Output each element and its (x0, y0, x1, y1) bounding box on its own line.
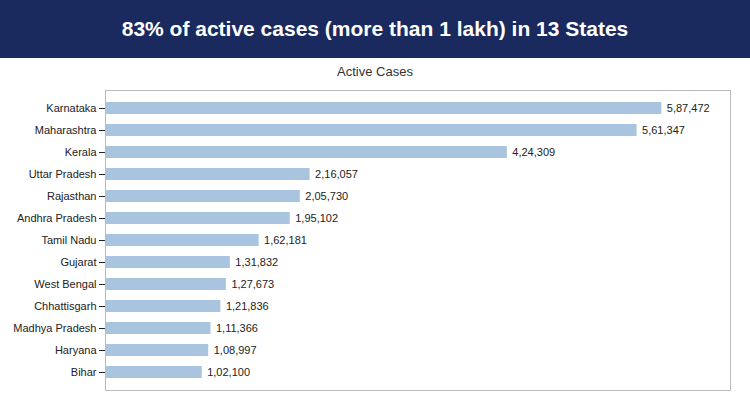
svg-text:Gujarat: Gujarat (60, 256, 96, 268)
svg-text:4,24,309: 4,24,309 (512, 146, 555, 158)
svg-text:5,87,472: 5,87,472 (667, 102, 710, 114)
svg-text:1,27,673: 1,27,673 (231, 278, 274, 290)
svg-text:Bihar: Bihar (71, 366, 97, 378)
svg-text:1,95,102: 1,95,102 (295, 212, 338, 224)
svg-text:West Bengal: West Bengal (34, 278, 96, 290)
svg-text:1,21,836: 1,21,836 (226, 300, 269, 312)
svg-text:1,62,181: 1,62,181 (264, 234, 307, 246)
html-text:83% of active cases (more than: 83% of active cases (more than 1 lakh) i… (121, 17, 629, 40)
svg-text:Haryana: Haryana (55, 344, 97, 356)
svg-text:Karnataka: Karnataka (46, 102, 97, 114)
svg-text:2,16,057: 2,16,057 (315, 168, 358, 180)
svg-text:Andhra Pradesh: Andhra Pradesh (17, 212, 97, 224)
svg-text:1,08,997: 1,08,997 (214, 344, 257, 356)
svg-text:2,05,730: 2,05,730 (305, 190, 348, 202)
svg-text:Tamil Nadu: Tamil Nadu (41, 234, 96, 246)
svg-text:Madhya Pradesh: Madhya Pradesh (13, 322, 96, 334)
svg-text:Rajasthan: Rajasthan (47, 190, 97, 202)
svg-text:Maharashtra: Maharashtra (35, 124, 98, 136)
svg-text:5,61,347: 5,61,347 (642, 124, 685, 136)
svg-text:1,02,100: 1,02,100 (207, 366, 250, 378)
svg-text:1,31,832: 1,31,832 (235, 256, 278, 268)
svg-text:Chhattisgarh: Chhattisgarh (34, 300, 96, 312)
html-text:Active Cases: Active Cases (337, 64, 413, 79)
svg-text:Kerala: Kerala (65, 146, 98, 158)
svg-text:Uttar Pradesh: Uttar Pradesh (29, 168, 97, 180)
svg-text:1,11,366: 1,11,366 (216, 322, 258, 334)
